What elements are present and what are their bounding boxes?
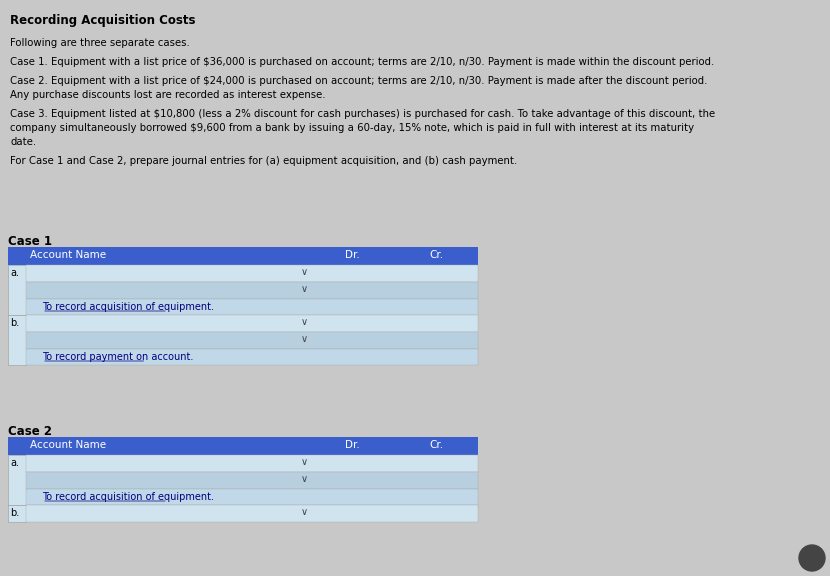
Bar — [8, 265, 26, 315]
Text: Recording Acquisition Costs: Recording Acquisition Costs — [10, 14, 196, 27]
Text: Case 1: Case 1 — [8, 235, 52, 248]
Bar — [26, 489, 478, 505]
Bar — [8, 455, 26, 505]
Text: Case 3. Equipment listed at $10,800 (less a 2% discount for cash purchases) is p: Case 3. Equipment listed at $10,800 (les… — [10, 109, 715, 119]
Circle shape — [799, 545, 825, 571]
Bar — [26, 472, 478, 489]
Text: Dr.: Dr. — [345, 440, 360, 450]
Text: date.: date. — [10, 137, 37, 147]
Text: ∨: ∨ — [300, 474, 308, 484]
Text: ∨: ∨ — [300, 507, 308, 517]
Text: Case 2: Case 2 — [8, 425, 52, 438]
Text: b.: b. — [10, 318, 19, 328]
Text: To record acquisition of equipment.: To record acquisition of equipment. — [42, 492, 214, 502]
Bar — [26, 455, 478, 472]
Bar — [8, 315, 26, 365]
Text: Any purchase discounts lost are recorded as interest expense.: Any purchase discounts lost are recorded… — [10, 90, 325, 100]
Text: company simultaneously borrowed $9,600 from a bank by issuing a 60-day, 15% note: company simultaneously borrowed $9,600 f… — [10, 123, 694, 133]
Bar — [26, 332, 478, 349]
Text: a.: a. — [10, 458, 19, 468]
Text: a.: a. — [10, 268, 19, 278]
Text: ∨: ∨ — [300, 267, 308, 277]
Text: Case 1. Equipment with a list price of $36,000 is purchased on account; terms ar: Case 1. Equipment with a list price of $… — [10, 57, 715, 67]
Bar — [26, 315, 478, 332]
Text: Cr.: Cr. — [429, 440, 443, 450]
Bar — [8, 505, 26, 522]
Text: b.: b. — [10, 508, 19, 518]
Bar — [26, 349, 478, 365]
Bar — [26, 282, 478, 299]
Text: For Case 1 and Case 2, prepare journal entries for (a) equipment acquisition, an: For Case 1 and Case 2, prepare journal e… — [10, 156, 517, 166]
Text: ▲: ▲ — [808, 551, 817, 564]
Text: Account Name: Account Name — [30, 440, 106, 450]
Bar — [26, 299, 478, 315]
Text: Account Name: Account Name — [30, 250, 106, 260]
Text: To record payment on account.: To record payment on account. — [42, 352, 193, 362]
Bar — [26, 265, 478, 282]
Text: Dr.: Dr. — [345, 250, 360, 260]
Text: Following are three separate cases.: Following are three separate cases. — [10, 38, 190, 48]
Bar — [8, 437, 478, 455]
Text: Cr.: Cr. — [429, 250, 443, 260]
Text: ∨: ∨ — [300, 334, 308, 344]
Text: ∨: ∨ — [300, 317, 308, 327]
Text: ∨: ∨ — [300, 457, 308, 467]
Text: To record acquisition of equipment.: To record acquisition of equipment. — [42, 302, 214, 312]
Bar — [26, 505, 478, 522]
Text: ∨: ∨ — [300, 284, 308, 294]
Bar — [8, 247, 478, 265]
Text: Case 2. Equipment with a list price of $24,000 is purchased on account; terms ar: Case 2. Equipment with a list price of $… — [10, 76, 707, 86]
